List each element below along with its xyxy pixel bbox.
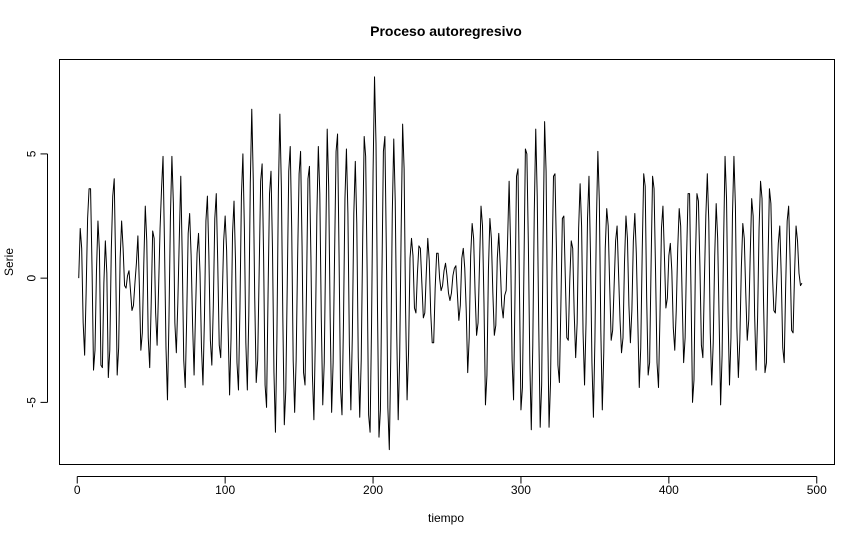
y-axis: -5 0 5 (25, 150, 48, 408)
y-axis-label: Serie (2, 248, 16, 276)
x-tick-label: 300 (511, 483, 531, 497)
series-line-0 (78, 76, 803, 451)
y-tick-label: 5 (25, 150, 39, 157)
x-tick-label: 100 (215, 483, 235, 497)
y-tick-label: 0 (25, 274, 39, 281)
x-axis: 0 100 200 300 400 500 (74, 476, 827, 497)
x-tick-label: 400 (659, 483, 679, 497)
x-tick-label: 0 (74, 483, 81, 497)
x-tick-label: 500 (807, 483, 827, 497)
plot-area (78, 76, 803, 451)
x-tick-label: 200 (363, 483, 383, 497)
plot-frame (59, 59, 835, 465)
x-axis-label: tiempo (428, 511, 464, 525)
chart-title: Proceso autoregresivo (370, 23, 522, 39)
y-tick-label: -5 (25, 397, 39, 408)
